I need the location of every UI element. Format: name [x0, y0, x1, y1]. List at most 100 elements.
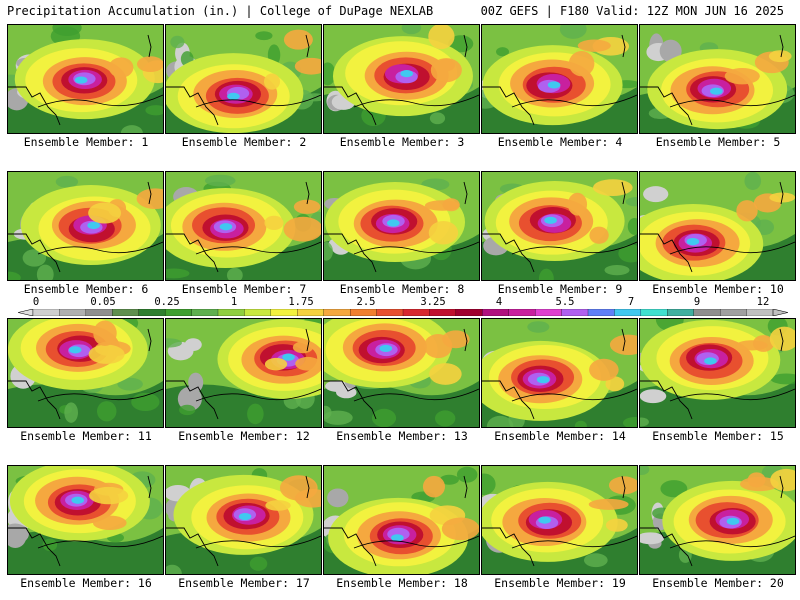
precip-map-image — [166, 466, 321, 574]
precip-map-image — [640, 319, 795, 427]
precip-map-panel — [639, 171, 796, 281]
legend-color-segment — [587, 309, 615, 316]
legend-tick-label: 3.25 — [420, 296, 446, 308]
ensemble-member-label: Ensemble Member: 5 — [655, 135, 781, 149]
ensemble-member-label: Ensemble Member: 10 — [652, 282, 784, 296]
precip-map-image — [640, 25, 795, 133]
precip-map-image — [8, 466, 163, 574]
precip-map-panel — [481, 24, 638, 134]
legend-color-segment — [217, 309, 245, 316]
precip-map-image — [640, 172, 795, 280]
legend-color-segment — [534, 309, 563, 316]
ensemble-member-label: Ensemble Member: 2 — [181, 135, 307, 149]
precip-map-panel — [639, 318, 796, 428]
legend-color-segment — [270, 309, 298, 316]
precip-map-image — [324, 25, 479, 133]
precip-map-panel — [639, 24, 796, 134]
map-title: Precipitation Accumulation (in.) | Colle… — [7, 4, 434, 18]
ensemble-member-label: Ensemble Member: 1 — [23, 135, 149, 149]
legend-tick-label: 0 — [32, 296, 40, 308]
precip-map-panel — [481, 465, 638, 575]
precip-map-panel — [481, 171, 638, 281]
legend-color-segment — [85, 309, 113, 316]
precip-map-panel — [481, 318, 638, 428]
precip-map-panel — [7, 24, 164, 134]
precip-map-image — [166, 172, 321, 280]
legend-tick-label: 0.05 — [90, 296, 116, 308]
ensemble-member-label: Ensemble Member: 17 — [178, 576, 310, 590]
legend-color-segment — [719, 309, 748, 316]
legend-right-arrow — [772, 309, 788, 316]
precip-map-panel — [323, 171, 480, 281]
ensemble-member-label: Ensemble Member: 4 — [497, 135, 623, 149]
precip-map-image — [482, 319, 637, 427]
legend-tick-label: 4 — [495, 296, 503, 308]
precip-map-image — [324, 319, 479, 427]
precip-map-image — [482, 466, 637, 574]
legend-color-segment — [667, 309, 695, 316]
precip-map-panel — [323, 318, 480, 428]
legend-color-segment — [323, 309, 351, 316]
legend-color-segment — [32, 309, 60, 316]
legend-color-segment — [455, 309, 483, 316]
ensemble-member-label: Ensemble Member: 14 — [494, 429, 626, 443]
ensemble-member-label: Ensemble Member: 16 — [20, 576, 152, 590]
color-scale-legend: 0 0.05 0.25 1 1.75 2.5 3.25 4 5.5 7 9 12 — [0, 296, 800, 320]
precip-map-image — [8, 319, 163, 427]
legend-color-segment — [376, 309, 404, 316]
legend-color-segment — [429, 309, 457, 316]
precip-map-panel — [165, 171, 322, 281]
precip-map-panel — [323, 24, 480, 134]
precip-map-panel — [639, 465, 796, 575]
legend-color-segment — [614, 309, 642, 316]
precip-map-panel — [7, 171, 164, 281]
precip-map-image — [166, 25, 321, 133]
ensemble-member-label: Ensemble Member: 12 — [178, 429, 310, 443]
ensemble-member-label: Ensemble Member: 15 — [652, 429, 784, 443]
precip-map-image — [8, 172, 163, 280]
precip-map-panel — [165, 24, 322, 134]
precip-map-panel — [323, 465, 480, 575]
legend-color-segment — [164, 309, 193, 316]
legend-color-segment — [693, 309, 721, 316]
ensemble-member-label: Ensemble Member: 11 — [20, 429, 152, 443]
legend-color-segment — [508, 309, 536, 316]
legend-tick-label: 7 — [627, 296, 635, 308]
precip-map-image — [166, 319, 321, 427]
legend-color-segment — [191, 309, 219, 316]
valid-time: 00Z GEFS | F180 Valid: 12Z MON JUN 16 20… — [480, 4, 784, 18]
legend-tick-label: 2.5 — [356, 296, 376, 308]
legend-tick-label: 0.25 — [154, 296, 180, 308]
legend-color-segment — [640, 309, 668, 316]
legend-color-segment — [59, 309, 87, 316]
precip-map-panel — [7, 465, 164, 575]
legend-color-segment — [297, 309, 325, 316]
precip-map-image — [324, 172, 479, 280]
legend-color-segment — [349, 309, 378, 316]
legend-color-segment — [244, 309, 272, 316]
legend-tick-label: 1 — [230, 296, 238, 308]
legend-tick-label: 9 — [693, 296, 701, 308]
legend-color-segment — [746, 309, 774, 316]
legend-color-segment — [112, 309, 140, 316]
legend-color-segment — [482, 309, 510, 316]
ensemble-member-label: Ensemble Member: 3 — [339, 135, 465, 149]
precip-map-panel — [165, 318, 322, 428]
precip-map-panel — [7, 318, 164, 428]
precip-map-panel — [165, 465, 322, 575]
precip-map-image — [640, 466, 795, 574]
ensemble-member-label: Ensemble Member: 7 — [181, 282, 307, 296]
legend-left-arrow — [18, 309, 34, 316]
ensemble-member-label: Ensemble Member: 9 — [497, 282, 623, 296]
ensemble-member-label: Ensemble Member: 18 — [336, 576, 468, 590]
precip-map-image — [8, 25, 163, 133]
precip-map-image — [482, 25, 637, 133]
ensemble-member-label: Ensemble Member: 19 — [494, 576, 626, 590]
legend-tick-label: 1.75 — [288, 296, 314, 308]
legend-color-bar — [18, 309, 788, 316]
legend-color-segment — [402, 309, 430, 316]
ensemble-member-label: Ensemble Member: 6 — [23, 282, 149, 296]
legend-tick-label: 12 — [756, 296, 770, 308]
precip-map-image — [324, 466, 479, 574]
ensemble-member-label: Ensemble Member: 20 — [652, 576, 784, 590]
